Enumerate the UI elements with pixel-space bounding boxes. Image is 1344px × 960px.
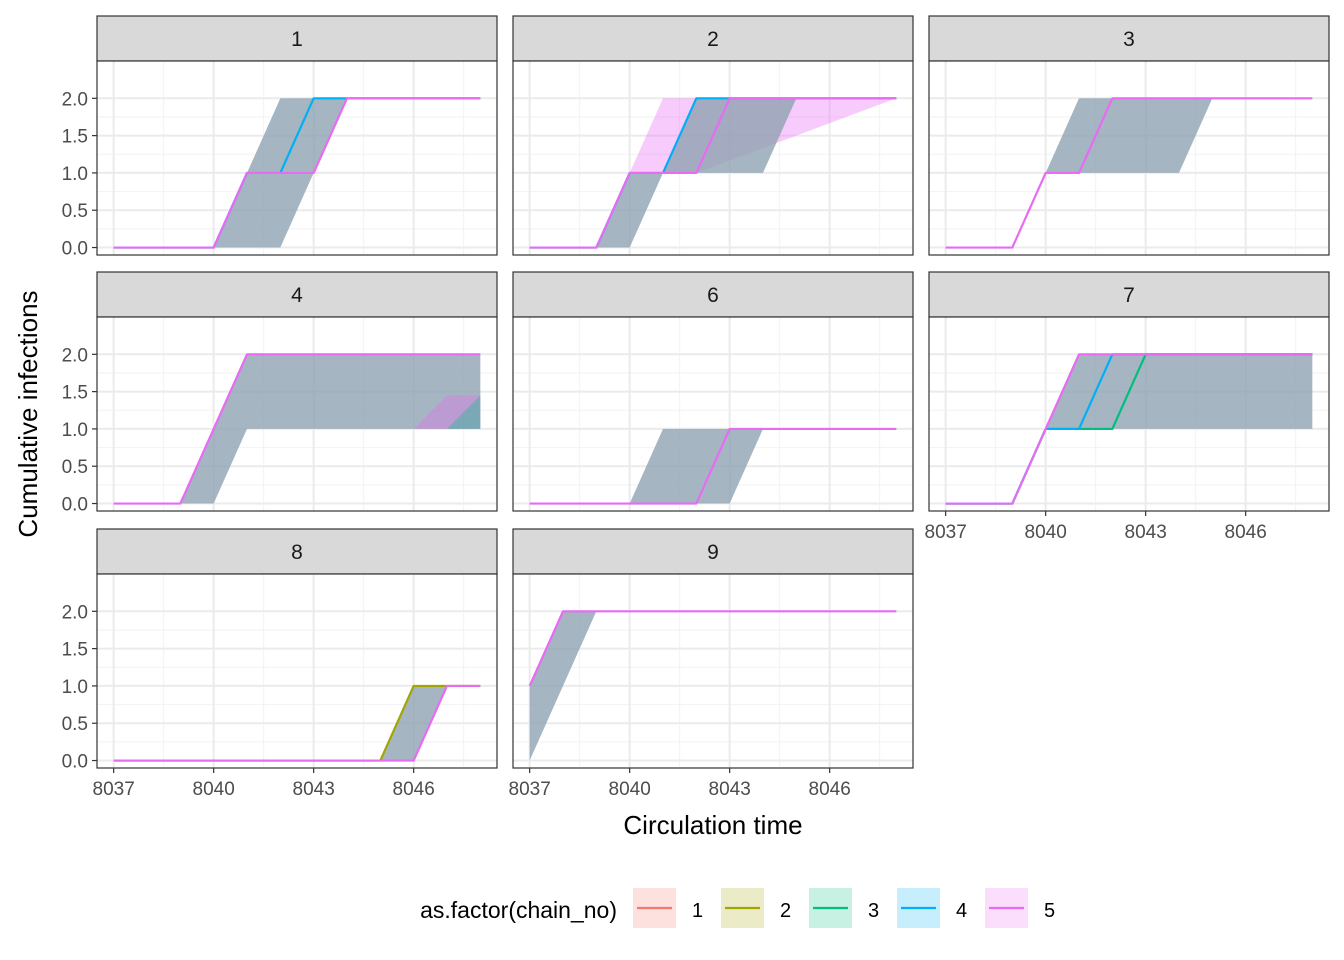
- facet-panel-1: 1 0.0 0.5 1.0 1.5 2.0: [62, 15, 498, 260]
- facet-panel-3: 3: [928, 15, 1330, 256]
- y-tick-label: 0.0: [62, 239, 88, 260]
- facet-strip-label: 9: [707, 541, 719, 564]
- x-tick-label: 8046: [393, 779, 435, 800]
- facet-strip-label: 3: [1123, 28, 1135, 51]
- facet-panel-6: 6: [512, 271, 914, 512]
- x-tick-label: 8040: [609, 779, 651, 800]
- ribbon: [945, 354, 1313, 504]
- y-tick-label: 0.5: [62, 714, 88, 735]
- y-tick-label: 0.0: [62, 752, 88, 773]
- facet-strip-label: 7: [1123, 284, 1135, 307]
- y-tick-label: 2.0: [62, 89, 88, 110]
- y-tick-label: 0.5: [62, 457, 88, 478]
- panel-border: [512, 60, 914, 256]
- series-line-chain-5: [529, 427, 897, 505]
- y-tick-label: 1.0: [62, 677, 88, 698]
- panel-border: [512, 316, 914, 512]
- panel-border: [928, 60, 1330, 256]
- plot-background: [513, 574, 913, 768]
- facet-strip-label: 1: [291, 28, 303, 51]
- facet-strip-label: 2: [707, 28, 719, 51]
- facet-strip: [512, 15, 914, 62]
- legend-item-4: 4: [897, 888, 967, 928]
- facet-strip-label: 6: [707, 284, 719, 307]
- facet-strip: [96, 271, 498, 318]
- panel-border: [96, 316, 498, 512]
- legend-item-1: 1: [633, 888, 703, 928]
- facet-panel-9: 9 8037 8040 8043 8046: [509, 528, 914, 800]
- ribbon: [529, 98, 897, 248]
- legend-label: 5: [1044, 900, 1055, 922]
- facet-panel-4: 4 0.0 0.5 1.0 1.5 2.0: [62, 271, 498, 516]
- series-line-chain-5: [113, 97, 481, 249]
- facet-strip-label: 8: [291, 541, 303, 564]
- ribbon-chain-5: [413, 395, 481, 429]
- legend-label: 4: [956, 900, 967, 922]
- y-tick-label: 1.0: [62, 164, 88, 185]
- x-tick-label: 8043: [293, 779, 335, 800]
- series-line-chain-5: [113, 684, 481, 762]
- legend-item-5: 5: [985, 888, 1055, 928]
- panel-border: [96, 573, 498, 769]
- x-tick-label: 8043: [709, 779, 751, 800]
- ribbon: [945, 98, 1313, 248]
- x-tick-label: 8046: [1225, 522, 1267, 543]
- legend: as.factor(chain_no) 1 2 3 4 5: [420, 888, 1055, 928]
- series-line-chain-5: [529, 97, 897, 249]
- x-tick-label: 8037: [509, 779, 551, 800]
- x-tick-label: 8037: [93, 779, 135, 800]
- legend-title: as.factor(chain_no): [420, 897, 617, 923]
- ribbon: [529, 611, 897, 761]
- facet-strip: [512, 528, 914, 575]
- panel-border: [512, 573, 914, 769]
- grid-lines: [97, 574, 497, 768]
- y-tick-label: 2.0: [62, 345, 88, 366]
- series-line-chain-5: [945, 97, 1313, 249]
- x-tick-label: 8037: [925, 522, 967, 543]
- legend-label: 3: [868, 900, 879, 922]
- series-line-chain-5: [528, 610, 897, 687]
- facet-panel-2: 2: [512, 15, 914, 256]
- x-tick-label: 8040: [193, 779, 235, 800]
- y-tick-label: 1.5: [62, 127, 88, 148]
- panel-border: [96, 60, 498, 256]
- series-line-chain-5: [113, 353, 481, 505]
- panel-border: [928, 316, 1330, 512]
- facet-strip: [512, 271, 914, 318]
- y-tick-label: 1.5: [62, 640, 88, 661]
- ribbon: [113, 354, 481, 504]
- legend-item-3: 3: [809, 888, 879, 928]
- plot-background: [97, 574, 497, 768]
- legend-label: 1: [692, 900, 703, 922]
- x-axis-label: Circulation time: [623, 810, 802, 840]
- facet-strip-label: 4: [291, 284, 303, 307]
- y-tick-label: 0.5: [62, 201, 88, 222]
- facet-strip: [96, 15, 498, 62]
- y-tick-label: 2.0: [62, 602, 88, 623]
- facet-strip: [928, 271, 1330, 318]
- facet-panel-8: 8 0.0 0.5 1.0 1.5 2.0 8037 8040 8043 8046: [62, 528, 498, 800]
- y-tick-label: 1.0: [62, 420, 88, 441]
- x-tick-label: 8046: [809, 779, 851, 800]
- x-tick-label: 8040: [1025, 522, 1067, 543]
- facet-panel-7: 7 8037 8040 8043 8046: [925, 271, 1330, 543]
- series-line-chain-5: [945, 353, 1313, 505]
- y-tick-label: 1.5: [62, 383, 88, 404]
- y-tick-label: 0.0: [62, 495, 88, 516]
- x-tick-label: 8043: [1125, 522, 1167, 543]
- facet-panels: 1 0.0 0.5 1.0 1.5 2.0 2 3 4 0.0 0.5 1.0 1.5 2.0 6 7 8037…: [62, 15, 1330, 800]
- legend-label: 2: [780, 900, 791, 922]
- ribbon-chain-3: [447, 395, 481, 429]
- legend-item-2: 2: [721, 888, 791, 928]
- facet-strip: [928, 15, 1330, 62]
- y-axis-label: Cumulative infections: [13, 290, 43, 537]
- facet-strip: [96, 528, 498, 575]
